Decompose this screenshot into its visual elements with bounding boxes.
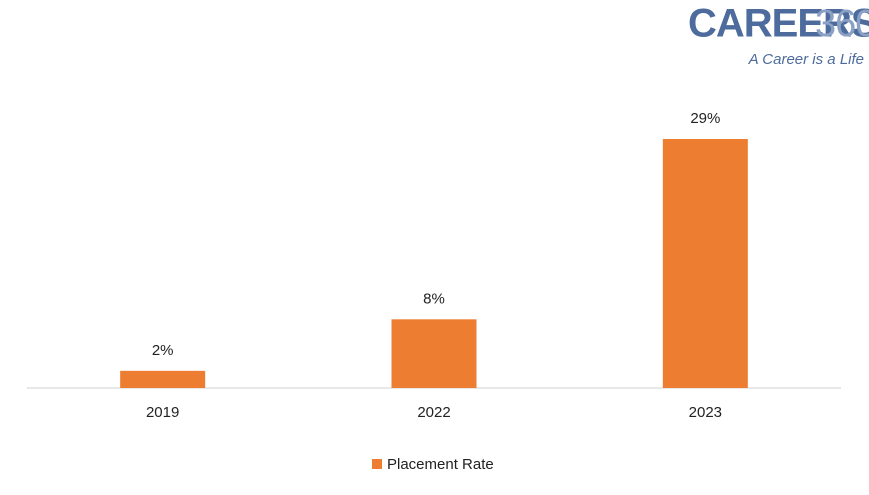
legend-swatch	[372, 459, 382, 469]
value-label: 29%	[690, 110, 720, 127]
x-tick-label: 2023	[689, 404, 722, 421]
logo-number: 360	[815, 3, 869, 45]
bar	[662, 139, 748, 388]
x-tick-label: 2019	[146, 404, 179, 421]
value-label: 8%	[423, 290, 445, 307]
logo-brand: CAREERS	[688, 2, 869, 46]
x-tick-label: 2022	[417, 404, 450, 421]
bar	[391, 319, 477, 388]
bar	[120, 370, 206, 388]
legend-label: Placement Rate	[387, 456, 494, 473]
value-label: 2%	[152, 342, 174, 359]
logo-tagline: A Career is a Life	[748, 51, 864, 68]
